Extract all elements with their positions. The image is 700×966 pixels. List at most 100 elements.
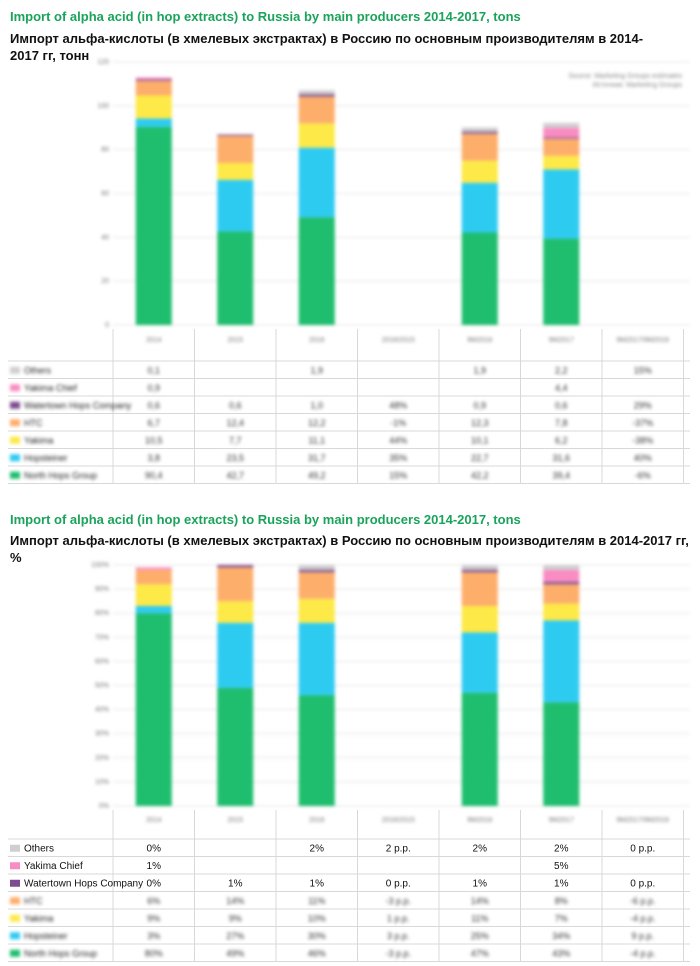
bar-segment-htc	[461, 133, 498, 161]
bar-segment-yakima-chief	[543, 127, 580, 138]
table-cell: 6,7	[147, 418, 160, 428]
table-cell: 12,4	[226, 418, 244, 428]
table-cell: 29%	[634, 400, 652, 410]
category-label: 2014	[146, 817, 162, 824]
category-label: 9М2017	[549, 337, 574, 344]
chart2-table-grid	[8, 810, 690, 962]
table-cell: 1%	[554, 878, 569, 889]
y-tick-label: 120	[97, 59, 109, 66]
bar-segment-others	[543, 565, 580, 570]
table-cell: 1%	[147, 861, 162, 872]
table-row: North Hops Group 80% 49% 46% -3 p.p. 47% 43% -4…	[10, 948, 656, 958]
table-cell: 0 p.p.	[386, 878, 411, 889]
bar-segment-hopsteiner	[461, 632, 498, 693]
table-cell: 10,1	[471, 435, 489, 445]
table-cell: 35%	[389, 453, 407, 463]
bar-segment-htc	[298, 572, 335, 599]
bar-segment-others	[298, 565, 335, 570]
table-row: Yakima 10,5 7,7 11,1 44% 10,1 6,2 -38%	[10, 435, 653, 445]
bar-segment-north-hops-group	[298, 217, 335, 325]
table-cell: 1%	[473, 878, 488, 889]
bar-segment-yakima	[135, 95, 172, 119]
bar-segment-yakima	[298, 123, 335, 148]
bar-segment-hopsteiner	[461, 182, 498, 233]
bar-segment-others	[461, 565, 498, 570]
table-cell: 49%	[226, 948, 244, 958]
table-cell: 3%	[147, 931, 160, 941]
bar-segment-htc	[543, 584, 580, 604]
table-cell: 15%	[389, 470, 407, 480]
category-label: 9М2016	[467, 337, 492, 344]
bar-segment-htc	[135, 569, 172, 585]
legend-label: Others	[24, 365, 52, 375]
y-tick-label: 0	[105, 322, 109, 329]
table-cell: 30%	[308, 931, 326, 941]
category-label: 9М2017/9М2016	[616, 817, 669, 824]
category-label: 9М2017	[549, 817, 574, 824]
y-tick-label: 100%	[91, 562, 109, 569]
legend-label: Watertown Hops Company	[24, 400, 132, 410]
table-cell: 90,4	[145, 470, 163, 480]
legend-swatch	[10, 862, 20, 870]
table-cell: 11%	[308, 896, 325, 906]
y-tick-label: 40%	[95, 707, 109, 714]
bar-segment-others	[543, 122, 580, 128]
y-tick-label: 80%	[95, 610, 109, 617]
bar-segment-yakima	[543, 603, 580, 621]
bar-segment-north-hops-group	[135, 613, 172, 806]
table-cell: 5%	[554, 861, 569, 872]
chart2-title-en: Import of alpha acid (in hop extracts) t…	[10, 512, 521, 527]
table-cell: 46%	[308, 948, 326, 958]
legend-label: Yakima Chief	[24, 383, 77, 393]
legend-label: Hopsteiner	[24, 453, 68, 463]
table-cell: 11,1	[308, 435, 325, 445]
table-cell: 0%	[147, 843, 162, 854]
table-cell: 0,6	[147, 400, 160, 410]
legend-label: Hopsteiner	[24, 931, 68, 941]
bar-segment-htc	[461, 572, 498, 606]
bar-segment-yakima	[217, 601, 254, 623]
table-cell: -3 p.p.	[385, 948, 411, 958]
chart2-title-ru: Импорт альфа-кислоты (в хмелевых экстрак…	[10, 533, 689, 565]
table-cell: 2%	[310, 843, 325, 854]
table-cell: 10,5	[145, 435, 163, 445]
bar-segment-yakima	[298, 598, 335, 623]
y-tick-label: 60	[101, 191, 109, 198]
bar-segment-north-hops-group	[217, 231, 254, 325]
y-tick-label: 70%	[95, 634, 109, 641]
y-tick-label: 90%	[95, 586, 109, 593]
bar-segment-north-hops-group	[135, 126, 172, 325]
bar-segment-hopsteiner	[298, 147, 335, 218]
table-cell: 49,2	[308, 470, 326, 480]
table-cell: 12,3	[471, 418, 489, 428]
y-tick-label: 50%	[95, 683, 109, 690]
category-label: 2016/2015	[382, 817, 415, 824]
y-tick-label: 40	[101, 234, 109, 241]
bar-segment-hopsteiner	[217, 179, 254, 232]
table-cell: 6,2	[555, 435, 568, 445]
bar-segment-htc	[217, 135, 254, 164]
table-row: Hopsteiner 3,8 23,5 31,7 35% 22,7 31,6 40%	[10, 453, 652, 463]
table-cell: 31,6	[552, 453, 570, 463]
table-row-clear: Yakima Chief 1% 5%	[10, 861, 569, 872]
legend-label: Others	[24, 843, 54, 854]
table-row: Watertown Hops Company 0,6 0,6 1,0 48% 0,9 0,6…	[10, 400, 652, 410]
table-cell: 14%	[471, 896, 489, 906]
table-cell: 2%	[554, 843, 569, 854]
table-cell: 34%	[552, 931, 570, 941]
bar-segment-north-hops-group	[461, 692, 498, 806]
legend-swatch	[10, 436, 20, 444]
chart1-title-en: Import of alpha acid (in hop extracts) t…	[10, 9, 521, 24]
table-cell: 1,9	[473, 365, 486, 375]
table-cell: 11%	[471, 913, 488, 923]
y-tick-label: 30%	[95, 731, 109, 738]
table-cell: 12,2	[308, 418, 326, 428]
legend-swatch	[10, 384, 20, 392]
table-cell: 31,7	[308, 453, 326, 463]
table-row-clear: Others 0% 2% 2 p.p. 2% 2% 0 p.p.	[10, 843, 655, 854]
category-label: 2016/2015	[382, 337, 415, 344]
source-note: Источник: Marketing Groups	[593, 82, 683, 89]
bar-segment-watertown-hops-company	[543, 137, 580, 139]
bar-segment-hopsteiner	[135, 118, 172, 127]
